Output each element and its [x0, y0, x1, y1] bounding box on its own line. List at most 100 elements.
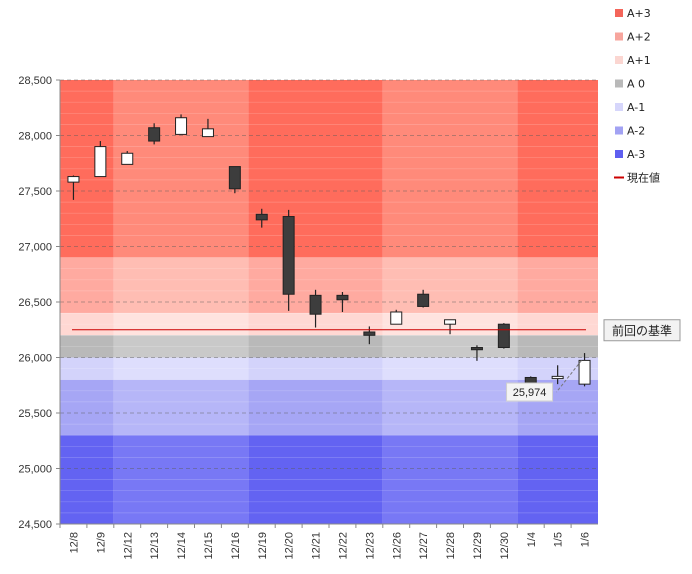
last-value-label: 25,974 — [513, 387, 547, 399]
band-aplus3 — [248, 80, 383, 258]
legend-swatch — [615, 9, 623, 17]
candle-body-down — [148, 127, 161, 142]
x-tick-label: 12/20 — [284, 532, 296, 560]
band-a0 — [60, 335, 114, 358]
legend-label: A 0 — [627, 78, 645, 91]
candle-body-down — [363, 331, 376, 336]
candles — [67, 114, 591, 394]
y-tick-label: 26,000 — [18, 353, 52, 365]
candle-body-down — [470, 347, 483, 351]
band-a0 — [113, 335, 249, 358]
band-a0 — [248, 335, 383, 358]
legend-swatch — [615, 32, 623, 41]
x-tick-label: 12/27 — [418, 532, 430, 560]
band-aplus2 — [382, 257, 518, 314]
legend-swatch — [615, 79, 623, 88]
candle-body-up — [201, 128, 214, 138]
candle-body-up — [175, 117, 188, 135]
legend-swatch — [615, 126, 623, 135]
x-tick-label: 1/4 — [526, 532, 538, 547]
band-aminus1 — [113, 357, 249, 380]
x-tick-label: 1/6 — [580, 532, 592, 547]
y-tick-label: 27,500 — [18, 186, 52, 198]
candle-body-up — [551, 375, 564, 380]
legend-label: A+2 — [627, 31, 651, 44]
band-aplus2 — [60, 257, 114, 314]
x-tick-label: 12/23 — [364, 532, 376, 560]
band-a0 — [517, 335, 598, 358]
x-tick-label: 12/16 — [230, 532, 242, 560]
candle-body-down — [228, 166, 241, 190]
last-value-leader — [556, 360, 582, 393]
candle-body-up — [390, 311, 403, 325]
reference-annotation-label: 前回の基準 — [612, 323, 672, 338]
candle-body-down — [282, 216, 295, 295]
candle-body-up — [94, 146, 107, 178]
legend-label: A+3 — [627, 7, 651, 20]
band-aminus2 — [113, 379, 249, 436]
band-aplus2 — [517, 257, 598, 314]
x-tick-label: 12/19 — [257, 532, 269, 560]
band-aminus3 — [113, 435, 249, 524]
axes: 24,500 25,000 25,500 26,000 26,500 27,000 27,5… — [18, 75, 598, 560]
band-aminus3 — [248, 435, 383, 524]
band-aminus1 — [248, 357, 383, 380]
candle-body-down — [336, 294, 349, 301]
y-tick-label: 25,500 — [18, 408, 52, 420]
legend-label: A-3 — [627, 148, 645, 161]
band-aminus3 — [60, 435, 114, 524]
y-tick-label: 28,000 — [18, 131, 52, 143]
gridlines — [60, 79, 598, 525]
y-tick-label: 24,500 — [18, 519, 52, 531]
y-tick-label: 26,500 — [18, 297, 52, 309]
band-aplus3 — [517, 80, 598, 258]
band-aplus3 — [382, 80, 518, 258]
candle-body-down — [255, 213, 268, 221]
x-tick-label: 12/30 — [499, 532, 511, 560]
x-tick-label: 12/21 — [311, 532, 323, 560]
band-aplus2 — [113, 257, 249, 314]
band-aminus1 — [382, 357, 518, 380]
candle-body-down — [417, 293, 430, 307]
x-tick-label: 12/9 — [95, 532, 107, 553]
candle-body-up — [67, 176, 80, 183]
band-a0 — [382, 335, 518, 358]
candle-body-up — [121, 152, 134, 165]
candle-body-up — [578, 359, 591, 385]
band-aminus3 — [382, 435, 518, 524]
band-aminus1 — [60, 357, 114, 380]
x-tick-label: 12/26 — [391, 532, 403, 560]
legend-label: 現在値 — [627, 172, 660, 185]
band-aminus2 — [248, 379, 383, 436]
x-tick-label: 12/12 — [122, 532, 134, 560]
legend: A+3 A+2 A+1 A 0 A-1 A-2 A-3 現在値 — [614, 7, 660, 185]
x-tick-label: 12/28 — [445, 532, 457, 560]
x-tick-label: 12/8 — [68, 532, 80, 553]
legend-label: A-2 — [627, 125, 645, 138]
candle-body-down — [497, 323, 510, 349]
overlay: 25,974 前回の基準 — [72, 319, 681, 402]
y-tick-label: 28,500 — [18, 75, 52, 87]
candle-body-down — [309, 294, 322, 315]
candle-body-up — [444, 319, 457, 325]
band-aminus3 — [517, 435, 598, 524]
x-tick-label: 1/5 — [553, 532, 565, 547]
legend-swatch — [615, 103, 623, 111]
x-tick-label: 12/13 — [149, 532, 161, 560]
legend-swatch — [615, 56, 623, 64]
last-value-box — [506, 382, 554, 402]
x-tick-label: 12/15 — [203, 532, 215, 560]
x-tick-label: 12/14 — [176, 532, 188, 560]
reference-annotation-box — [603, 319, 681, 342]
band-aplus3 — [113, 80, 249, 258]
band-aminus2 — [60, 379, 114, 436]
x-tick-label: 12/29 — [472, 532, 484, 560]
x-tick-label: 12/22 — [337, 532, 349, 560]
y-tick-label: 25,000 — [18, 464, 52, 476]
legend-label: A-1 — [627, 101, 645, 114]
legend-swatch — [615, 150, 623, 158]
band-aminus2 — [382, 379, 518, 436]
y-tick-label: 27,000 — [18, 242, 52, 254]
legend-label: A+1 — [627, 54, 651, 67]
